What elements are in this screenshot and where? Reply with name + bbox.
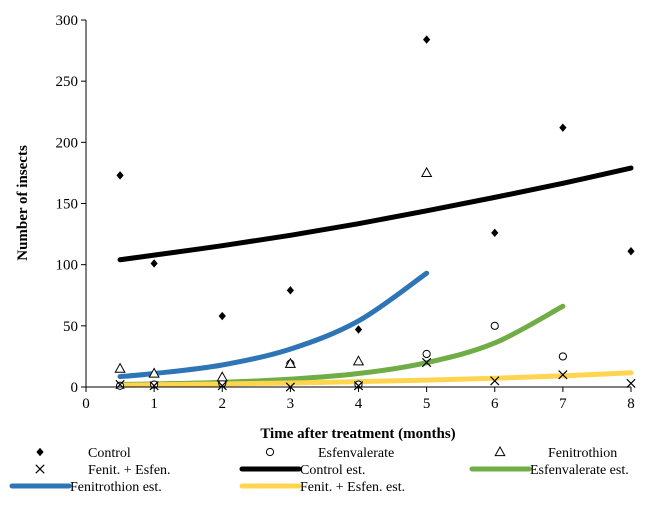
point-control	[627, 247, 635, 256]
point-fenit-esfen	[490, 376, 500, 386]
y-tick-label: 150	[56, 197, 79, 213]
point-esfenvalerate	[115, 381, 125, 390]
legend-entry-fenitrothion: Fenitrothion	[494, 445, 617, 461]
plot-marks	[114, 35, 636, 392]
point-control	[286, 286, 294, 295]
point-fenit-esfen	[149, 381, 159, 391]
legend-label: Esfenvalerate	[318, 446, 394, 461]
point-fenit-esfen	[558, 370, 568, 380]
point-fenitrothion	[352, 355, 365, 366]
point-esfenvalerate	[558, 352, 567, 361]
point-control	[116, 171, 124, 180]
point-control	[218, 311, 226, 321]
legend-entry-fenit-esfen: Fenit. + Esfen.	[35, 463, 171, 478]
y-tick-label: 50	[63, 319, 78, 335]
legend-marker	[35, 464, 45, 474]
legend-marker	[265, 447, 275, 457]
x-tick-label: 4	[355, 396, 363, 412]
x-tick-label: 3	[287, 396, 295, 412]
point-fenit-esfen	[626, 378, 636, 388]
legend-entry-control-est: Control est.	[239, 463, 365, 478]
legend-entry-control: Control	[36, 446, 131, 461]
x-tick-label: 7	[559, 396, 567, 412]
point-esfenvalerate	[422, 349, 431, 359]
series-line-control-est	[117, 165, 634, 263]
legend-entry-esfenvalerate-est: Esfenvalerate est.	[469, 463, 629, 478]
legend-label: Fenit. + Esfen. est.	[300, 480, 405, 495]
series-line-esfenvalerate-est	[117, 303, 566, 388]
x-tick-label: 5	[423, 396, 431, 412]
y-tick-label: 100	[56, 258, 79, 274]
legend: Control Esfenvalerate Fenitrothion Fenit. +…	[9, 445, 629, 495]
legend-label: Fenitrothion	[548, 446, 617, 461]
point-control	[491, 228, 499, 238]
legend-label: Fenit. + Esfen.	[88, 463, 171, 478]
point-control	[423, 35, 431, 44]
point-fenit-esfen	[353, 381, 364, 391]
point-fenitrothion	[216, 371, 228, 382]
point-esfenvalerate	[490, 321, 499, 330]
point-fenitrothion	[284, 357, 297, 368]
point-control	[559, 123, 567, 132]
x-tick-label: 2	[219, 396, 227, 412]
series-line-fenit-esfen-est	[117, 370, 634, 388]
point-control	[150, 259, 158, 268]
y-axis-title: Number of insects	[15, 145, 31, 261]
x-axis-title: Time after treatment (months)	[260, 426, 455, 442]
point-control	[354, 325, 363, 334]
legend-entry-esfenvalerate: Esfenvalerate	[265, 446, 394, 461]
point-fenit-esfen	[422, 357, 432, 368]
series-line-fenitrothion-est	[117, 270, 430, 380]
x-tick-label: 1	[150, 396, 158, 412]
legend-label: Esfenvalerate est.	[530, 463, 629, 478]
legend-entry-fenitrothion-est: Fenitrothion est.	[9, 480, 162, 495]
y-tick-label: 250	[56, 74, 79, 90]
point-fenitrothion	[114, 362, 126, 373]
legend-label: Control est.	[300, 463, 365, 478]
x-tick-label: 8	[627, 396, 635, 412]
x-tick-label: 6	[491, 396, 499, 412]
legend-marker	[36, 447, 44, 457]
x-tick-label: 0	[82, 396, 90, 412]
legend-label: Fenitrothion est.	[70, 480, 162, 495]
legend-entry-fenit-esfen-est: Fenit. + Esfen. est.	[239, 480, 405, 495]
point-fenit-esfen	[217, 381, 227, 391]
y-tick-label: 0	[71, 380, 79, 396]
legend-label: Control	[88, 446, 131, 461]
point-fenitrothion	[420, 166, 433, 178]
y-tick-label: 200	[56, 135, 79, 151]
legend-marker	[494, 445, 506, 457]
point-fenitrothion	[148, 367, 160, 378]
axes: 0 50 100 150 200 250 300 0 1 2 3 4 5 6 7 8	[56, 13, 635, 412]
y-tick-label: 300	[56, 13, 79, 29]
